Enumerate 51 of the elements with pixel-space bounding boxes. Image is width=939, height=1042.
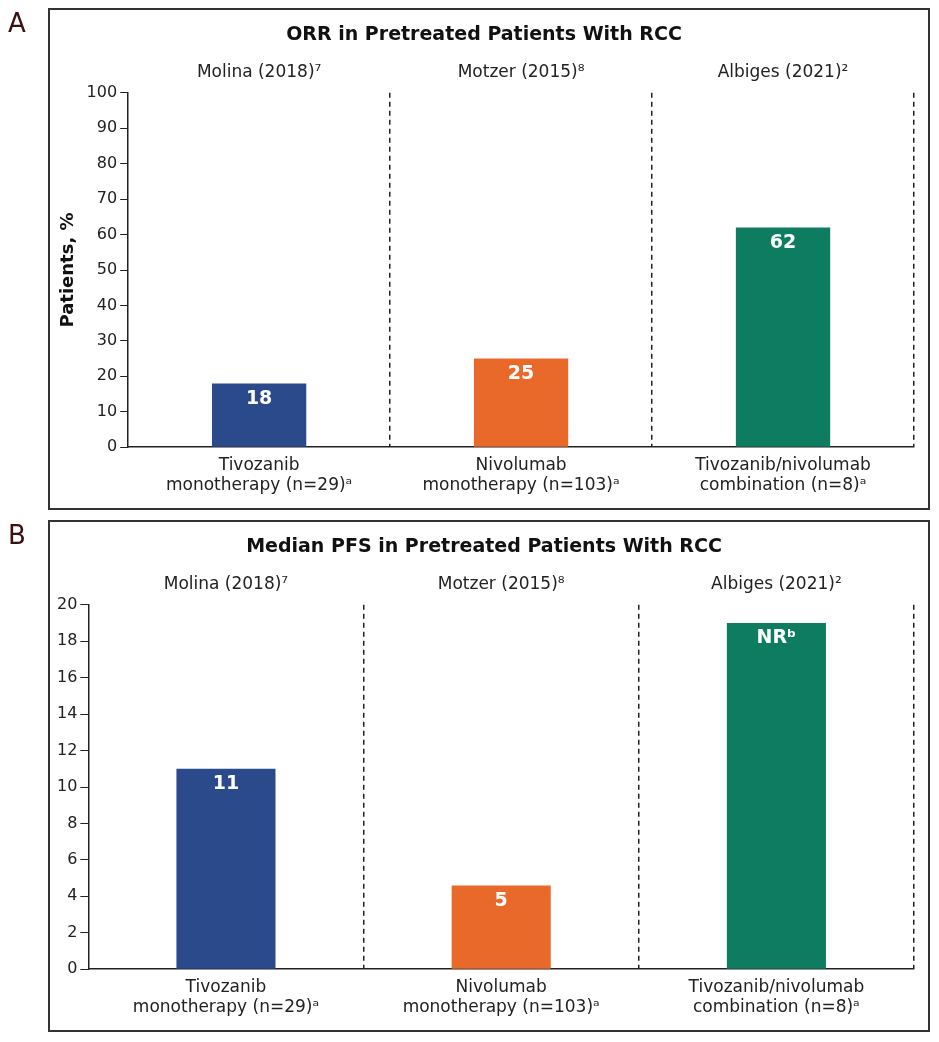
x-tick-label: Tivozanib monotherapy (n=29)ᵃ	[165, 453, 353, 495]
y-tick-label: 16	[57, 666, 78, 686]
text: Albiges (2021)²	[717, 60, 849, 81]
text: Molina (2018)⁷	[163, 572, 289, 593]
text: Motzer (2015)⁸	[437, 572, 565, 593]
bar	[726, 623, 826, 969]
y-tick-label: 8	[67, 812, 78, 832]
x-tick-label: Tivozanib/nivolumab combination (n=8)ᵃ	[687, 975, 865, 1017]
data-label: 11	[212, 771, 240, 794]
data-label: 5	[494, 887, 508, 910]
y-axis-title: Patients, %	[56, 212, 78, 328]
y-tick-label: 90	[96, 117, 118, 137]
data-label: 25	[507, 361, 535, 384]
data-label: 62	[769, 229, 797, 252]
bar	[176, 768, 276, 969]
chart-title: Median PFS in Pretreated Patients With RCC	[246, 534, 722, 557]
y-tick-label: 70	[96, 188, 118, 208]
x-tick-label: Tivozanib monotherapy (n=29)ᵃ	[132, 975, 320, 1017]
bar	[735, 227, 831, 447]
x-tick-label: Tivozanib/nivolumab combination (n=8)ᵃ	[694, 453, 871, 495]
y-tick-label: 100	[86, 81, 118, 101]
x-tick-label: Nivolumab monotherapy (n=103)ᵃ	[422, 453, 620, 495]
bar	[473, 358, 569, 447]
data-label: 18	[245, 385, 273, 408]
bar	[211, 383, 307, 447]
chart-title: ORR in Pretreated Patients With RCC	[286, 22, 682, 45]
y-tick-label: 60	[96, 223, 118, 243]
y-tick-label: 6	[67, 849, 78, 869]
text: B	[8, 520, 27, 550]
data-label: NRᵇ	[756, 625, 797, 648]
text: A	[8, 8, 27, 38]
text: Molina (2018)⁷	[196, 60, 322, 81]
y-tick-label: 18	[57, 630, 78, 650]
text: Albiges (2021)²	[711, 572, 842, 593]
y-tick-label: 20	[96, 365, 118, 385]
y-tick-label: 30	[96, 330, 118, 350]
y-tick-label: 0	[67, 958, 78, 978]
y-tick-label: 14	[57, 703, 78, 723]
y-tick-label: 4	[67, 885, 78, 905]
y-tick-label: 40	[96, 294, 118, 314]
y-tick-label: 50	[96, 259, 118, 279]
y-tick-label: 20	[57, 593, 78, 613]
y-tick-label: 12	[57, 739, 78, 759]
x-tick-label: Nivolumab monotherapy (n=103)ᵃ	[402, 975, 600, 1017]
text: Motzer (2015)⁸	[457, 60, 585, 81]
y-tick-label: 2	[67, 921, 78, 941]
y-tick-label: 80	[96, 152, 118, 172]
y-tick-label: 0	[106, 436, 118, 456]
bar	[451, 885, 551, 969]
y-tick-label: 10	[57, 776, 78, 796]
y-tick-label: 10	[96, 400, 118, 420]
